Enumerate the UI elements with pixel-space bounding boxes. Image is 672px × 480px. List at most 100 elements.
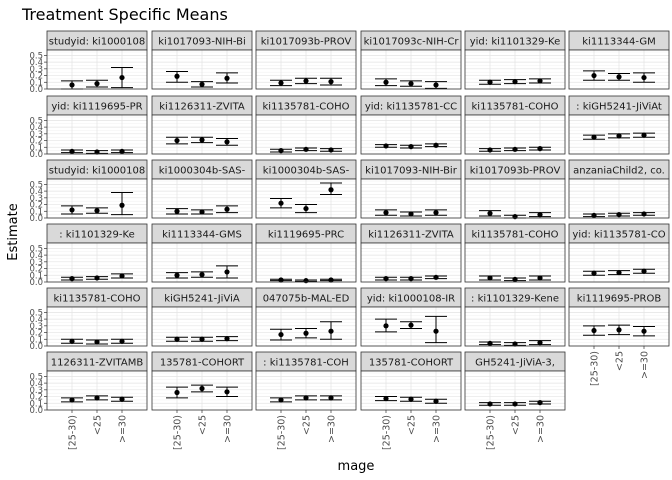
panel-border [568,178,670,219]
y-tick-label: 0.5 [29,116,43,126]
estimate-point [591,327,597,334]
estimate-point [224,75,230,81]
panel-border [151,114,253,155]
facet-panel: studyid: ki1000108 0.00.10.20.30.40.5 [29,159,148,224]
facet-panel: ki1017093c-NIH-Cr [360,30,462,90]
y-tick-label: 0.2 [29,72,43,82]
estimate-point [303,278,309,284]
facet-panel: ki1113344-GM [568,30,670,90]
panel-border [151,49,253,90]
estimate-point [119,74,125,81]
estimate-point [174,272,180,278]
estimate-point [94,339,100,345]
y-tick-label: 0.4 [29,187,43,197]
estimate-point [119,338,125,344]
facet-panels: studyid: ki10001080.00.10.20.30.40.5ki10… [29,30,670,450]
estimate-point [512,341,518,347]
estimate-point [383,323,389,329]
y-tick-label: 0.1 [29,399,43,409]
estimate-point [433,210,439,216]
x-tick-label: <25 [511,415,522,435]
x-tick-label: >=30 [432,415,443,443]
y-tick-label: 0.3 [29,258,43,268]
panel-border [360,178,462,219]
estimate-point [408,211,414,217]
facet-panel: ki1135781-COHO [464,95,566,155]
estimate-point [303,205,309,212]
y-tick-label: 0.2 [29,329,43,339]
facet-panel: 135781-COHORT [25-30) <25 >=30 [151,351,253,450]
y-tick-label: 0.5 [29,51,43,61]
facet-strip-label: GH5241-JiViA-3, [475,358,555,369]
y-tick-label: 0.1 [29,143,43,153]
facet-panel: ki1135781-COHO [464,223,566,283]
facet-strip-label: kiGH5241-JiViA [164,294,240,305]
facet-panel: : ki1101329-Kene [464,287,566,347]
estimate-point [641,211,647,217]
estimate-point [328,328,334,334]
estimate-point [199,137,205,143]
facet-strip-label: ki1017093b-PROV [261,37,352,48]
facet-strip-label: ki1135781-COHO [472,102,559,113]
estimate-point [616,74,622,80]
estimate-point [174,336,180,342]
y-tick-label: 0.0 [29,85,43,95]
facet-strip-label: ki1135781-COHO [263,102,350,113]
panel-border [151,306,253,347]
panel-border [360,49,462,90]
estimate-point [278,331,284,338]
x-tick-label: >=30 [640,351,651,379]
facet-strip-label: studyid: ki1000108 [49,37,146,48]
estimate-point [328,187,334,193]
estimate-point [174,73,180,79]
facet-strip-label: 135781-COHORT [369,358,454,369]
estimate-point [641,132,647,138]
facet-strip-label: yid: ki1119695-PR [51,102,142,113]
estimate-point [641,328,647,334]
estimate-point [487,210,493,216]
panel-border [464,49,566,90]
facet-panel: yid: ki1135781-CC [360,95,462,155]
facet-strip-label: ki1017093c-NIH-Cr [364,37,460,48]
estimate-point [537,146,543,152]
y-tick-label: 0.0 [29,214,43,224]
facet-panel: ki1119695-PROB [25-30) <25 >=30 [568,287,670,386]
facet-strip-label: yid: ki1135781-CC [365,102,457,113]
estimate-point [119,148,125,154]
estimate-point [591,270,597,276]
facet-strip-label: studyid: ki1000108 [49,166,146,177]
panel-border [464,114,566,155]
facet-panel: yid: ki1101329-Ke [464,30,566,90]
panel-border [46,114,148,155]
facet-strip-label: ki1135781-COHO [54,294,141,305]
facet-panel: yid: ki1000108-IR [360,287,462,347]
estimate-point [537,212,543,218]
estimate-point [512,79,518,85]
estimate-point [537,340,543,346]
x-tick-label: >=30 [536,415,547,443]
y-tick-label: 0.0 [29,278,43,288]
estimate-point [328,395,334,401]
estimate-point [591,72,597,79]
y-tick-label: 0.4 [29,251,43,261]
estimate-point [224,206,230,212]
estimate-point [591,134,597,140]
facet-strip-label: anzaniaChild2, co. [573,166,665,177]
estimate-point [591,212,597,218]
y-tick-label: 0.4 [29,315,43,325]
estimate-point [303,78,309,84]
estimate-point [641,268,647,274]
panel-border [46,306,148,347]
facet-strip-label: ki1113344-GM [582,37,655,48]
facet-strip-label: 047075b-MAL-ED [263,294,350,305]
estimate-point [199,336,205,342]
x-tick-label: [25-30) [486,415,497,450]
estimate-point [616,212,622,218]
estimate-point [616,269,622,276]
panel-border [46,242,148,283]
estimate-point [278,277,284,283]
estimate-point [119,273,125,279]
estimate-point [616,133,622,139]
y-tick-label: 0.3 [29,322,43,332]
facet-strip-label: ki1017093-NIH-Bi [158,37,246,48]
